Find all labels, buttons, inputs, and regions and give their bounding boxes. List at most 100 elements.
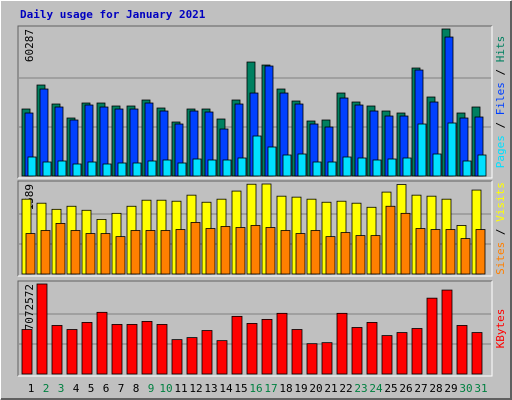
bar [175,229,186,275]
bar [415,228,426,275]
legend: KBytes [494,309,507,349]
chart-title: Daily usage for January 2021 [20,8,206,21]
legend: Pages / Files / Hits [494,36,507,169]
bar [295,233,306,275]
bar [357,157,367,177]
bar [475,229,486,275]
bar [96,311,108,375]
x-tick-label: 9 [148,382,155,395]
bar [21,329,33,375]
bar [177,162,187,177]
panel-bevel [18,281,493,377]
bar [250,225,261,275]
bar [387,158,397,177]
x-tick-label: 30 [459,382,472,395]
bar [351,327,363,375]
bar [220,226,231,275]
bar [51,325,63,375]
x-tick-label: 19 [294,382,307,395]
bar [417,123,427,177]
bar [222,159,232,177]
x-tick-label: 12 [189,382,202,395]
panel-bevel [18,181,493,277]
bar [201,330,213,375]
bar [306,343,318,375]
bar [246,323,258,375]
bar [40,230,51,275]
bar [471,332,483,375]
bar [336,312,348,375]
x-tick-label: 25 [384,382,397,395]
legend: Sites / Visits [494,182,507,275]
bar [207,159,217,177]
bar [426,297,438,375]
bar [81,322,93,375]
bar [126,324,138,375]
bar [72,163,82,177]
bar [27,156,37,177]
x-tick-label: 6 [103,382,110,395]
bar [145,230,156,275]
bar [370,235,381,275]
legend-entry: Sites [494,242,507,275]
bar [381,335,393,375]
panel-bevel [17,280,492,376]
bar [432,153,442,177]
bar [115,236,126,275]
bar [280,230,291,275]
bar [267,146,277,177]
bar [396,332,408,375]
bar [117,162,127,177]
x-tick-label: 14 [219,382,233,395]
bar [25,233,36,275]
bar [477,154,487,177]
bar [297,153,307,177]
legend-separator: / [494,222,507,242]
x-tick-label: 5 [88,382,95,395]
legend-separator: / [494,115,507,135]
bar [100,233,111,275]
x-tick-label: 8 [133,382,140,395]
bar [55,223,66,275]
bar [261,318,273,375]
bar [57,160,67,177]
bar [291,329,303,375]
bar [340,232,351,275]
bar [321,342,333,375]
bar [132,162,142,177]
bar [235,227,246,275]
bar [355,235,366,275]
bar [385,205,396,275]
bar [265,227,276,275]
bar [192,158,202,177]
bar [400,212,411,275]
bar [70,230,81,275]
x-tick-label: 4 [73,382,80,395]
bar [190,222,201,275]
bar [430,229,441,275]
bar [456,325,468,375]
bar [85,233,96,275]
x-tick-label: 24 [369,382,383,395]
legend-entry: Visits [494,182,507,222]
x-tick-label: 11 [174,382,187,395]
bar [87,161,97,177]
x-tick-label: 26 [399,382,412,395]
x-tick-label: 31 [474,382,487,395]
x-tick-label: 16 [249,382,262,395]
legend-entry: Files [494,82,507,115]
bar [162,159,172,177]
panel-bevel [17,25,492,178]
bar [160,230,171,275]
bar [141,321,153,375]
panel-bevel [18,26,493,179]
panel-bevel [17,180,492,276]
legend-entry: KBytes [494,309,507,349]
bar [441,289,453,375]
legend-separator: / [494,62,507,82]
bar [372,159,382,177]
bar [462,160,472,177]
x-tick-label: 27 [414,382,427,395]
bar [411,328,423,375]
